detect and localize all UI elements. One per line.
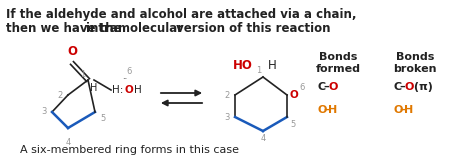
Text: C: C bbox=[318, 82, 326, 92]
Text: HO: HO bbox=[233, 59, 253, 72]
Text: intramolecular: intramolecular bbox=[86, 22, 183, 35]
Text: 1: 1 bbox=[256, 66, 261, 75]
Text: –: – bbox=[323, 82, 329, 92]
Text: O: O bbox=[318, 105, 328, 115]
Text: 2: 2 bbox=[58, 90, 63, 99]
Text: Bonds
broken: Bonds broken bbox=[393, 52, 437, 74]
Text: ..: .. bbox=[122, 72, 128, 81]
Text: H: H bbox=[90, 83, 97, 93]
Text: 3: 3 bbox=[42, 108, 47, 117]
Text: 1: 1 bbox=[80, 70, 85, 79]
Text: 6: 6 bbox=[299, 82, 304, 91]
Text: H: H bbox=[268, 59, 277, 72]
Text: Bonds
formed: Bonds formed bbox=[316, 52, 361, 74]
Text: O: O bbox=[125, 85, 134, 95]
Text: A six-membered ring forms in this case: A six-membered ring forms in this case bbox=[20, 145, 239, 155]
Text: –: – bbox=[399, 105, 405, 115]
Text: If the aldehyde and alcohol are attached via a chain,: If the aldehyde and alcohol are attached… bbox=[6, 8, 356, 21]
Text: H:: H: bbox=[112, 85, 123, 95]
Text: O: O bbox=[67, 45, 77, 58]
Text: O: O bbox=[328, 82, 338, 92]
Text: 6: 6 bbox=[126, 67, 131, 76]
Text: 5: 5 bbox=[100, 114, 105, 123]
Text: O: O bbox=[394, 105, 403, 115]
Text: version of this reaction: version of this reaction bbox=[172, 22, 330, 35]
Text: H: H bbox=[328, 105, 337, 115]
Text: 4: 4 bbox=[65, 138, 71, 147]
Text: C: C bbox=[394, 82, 402, 92]
Text: H: H bbox=[404, 105, 414, 115]
Text: 3: 3 bbox=[225, 112, 230, 121]
Text: 2: 2 bbox=[225, 90, 230, 99]
Text: –: – bbox=[323, 105, 329, 115]
Text: 4: 4 bbox=[260, 134, 265, 143]
Text: O: O bbox=[404, 82, 414, 92]
Text: then we have the: then we have the bbox=[6, 22, 126, 35]
Text: 5: 5 bbox=[290, 120, 295, 129]
Text: (π): (π) bbox=[410, 82, 432, 92]
Text: H: H bbox=[134, 85, 142, 95]
Text: –: – bbox=[399, 82, 405, 92]
Text: O: O bbox=[290, 90, 299, 100]
